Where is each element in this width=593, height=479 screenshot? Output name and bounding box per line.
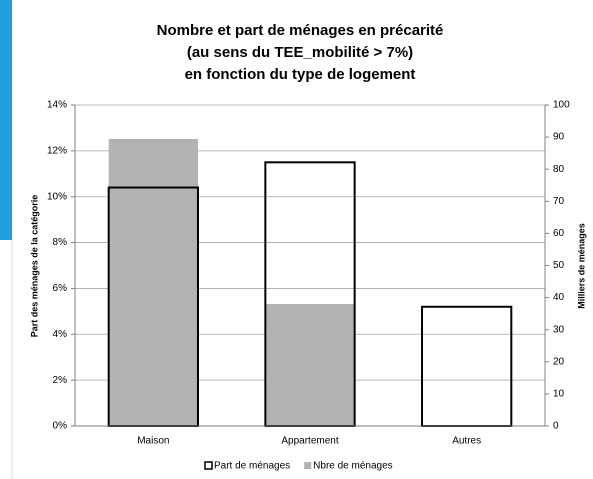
x-tick-label: Autres — [452, 436, 481, 447]
legend-swatch — [204, 461, 213, 470]
background-shape — [0, 0, 14, 240]
y-tick-label: 8% — [53, 237, 68, 248]
y-tick-label: 10% — [47, 191, 67, 202]
y2-tick-label: 30 — [553, 324, 565, 335]
y2-tick-label: 50 — [553, 260, 565, 271]
y-tick-label: 0% — [53, 421, 68, 432]
y-tick-label: 12% — [47, 145, 67, 156]
y-tick-label: 4% — [53, 329, 68, 340]
chart-title: en fonction du type de logement — [185, 66, 416, 83]
y2-tick-label: 10 — [553, 389, 565, 400]
y2-tick-label: 20 — [553, 356, 565, 367]
chart-title: (au sens du TEE_mobilité > 7%) — [187, 44, 413, 61]
y-tick-label: 14% — [47, 100, 67, 111]
y-tick-label: 2% — [53, 375, 68, 386]
y2-tick-label: 80 — [553, 164, 565, 175]
y2-axis-label: Milliers de ménages — [576, 223, 586, 309]
bar — [265, 304, 355, 426]
y2-tick-label: 60 — [553, 228, 565, 239]
y2-tick-label: 100 — [553, 100, 570, 111]
y-axis-label: Part des ménages de la catégorie — [29, 195, 39, 338]
x-tick-label: Maison — [137, 436, 169, 447]
bar — [108, 139, 198, 426]
legend-label: Part de ménages — [214, 461, 290, 472]
y2-tick-label: 70 — [553, 196, 565, 207]
legend-swatch — [304, 462, 312, 469]
y-tick-label: 6% — [53, 283, 68, 294]
chart-title: Nombre et part de ménages en précarité — [157, 22, 444, 39]
y2-tick-label: 40 — [553, 292, 565, 303]
x-tick-label: Appartement — [281, 436, 338, 447]
legend-label: Nbre de ménages — [313, 461, 393, 472]
y2-tick-label: 90 — [553, 132, 565, 143]
y2-tick-label: 0 — [553, 421, 559, 432]
